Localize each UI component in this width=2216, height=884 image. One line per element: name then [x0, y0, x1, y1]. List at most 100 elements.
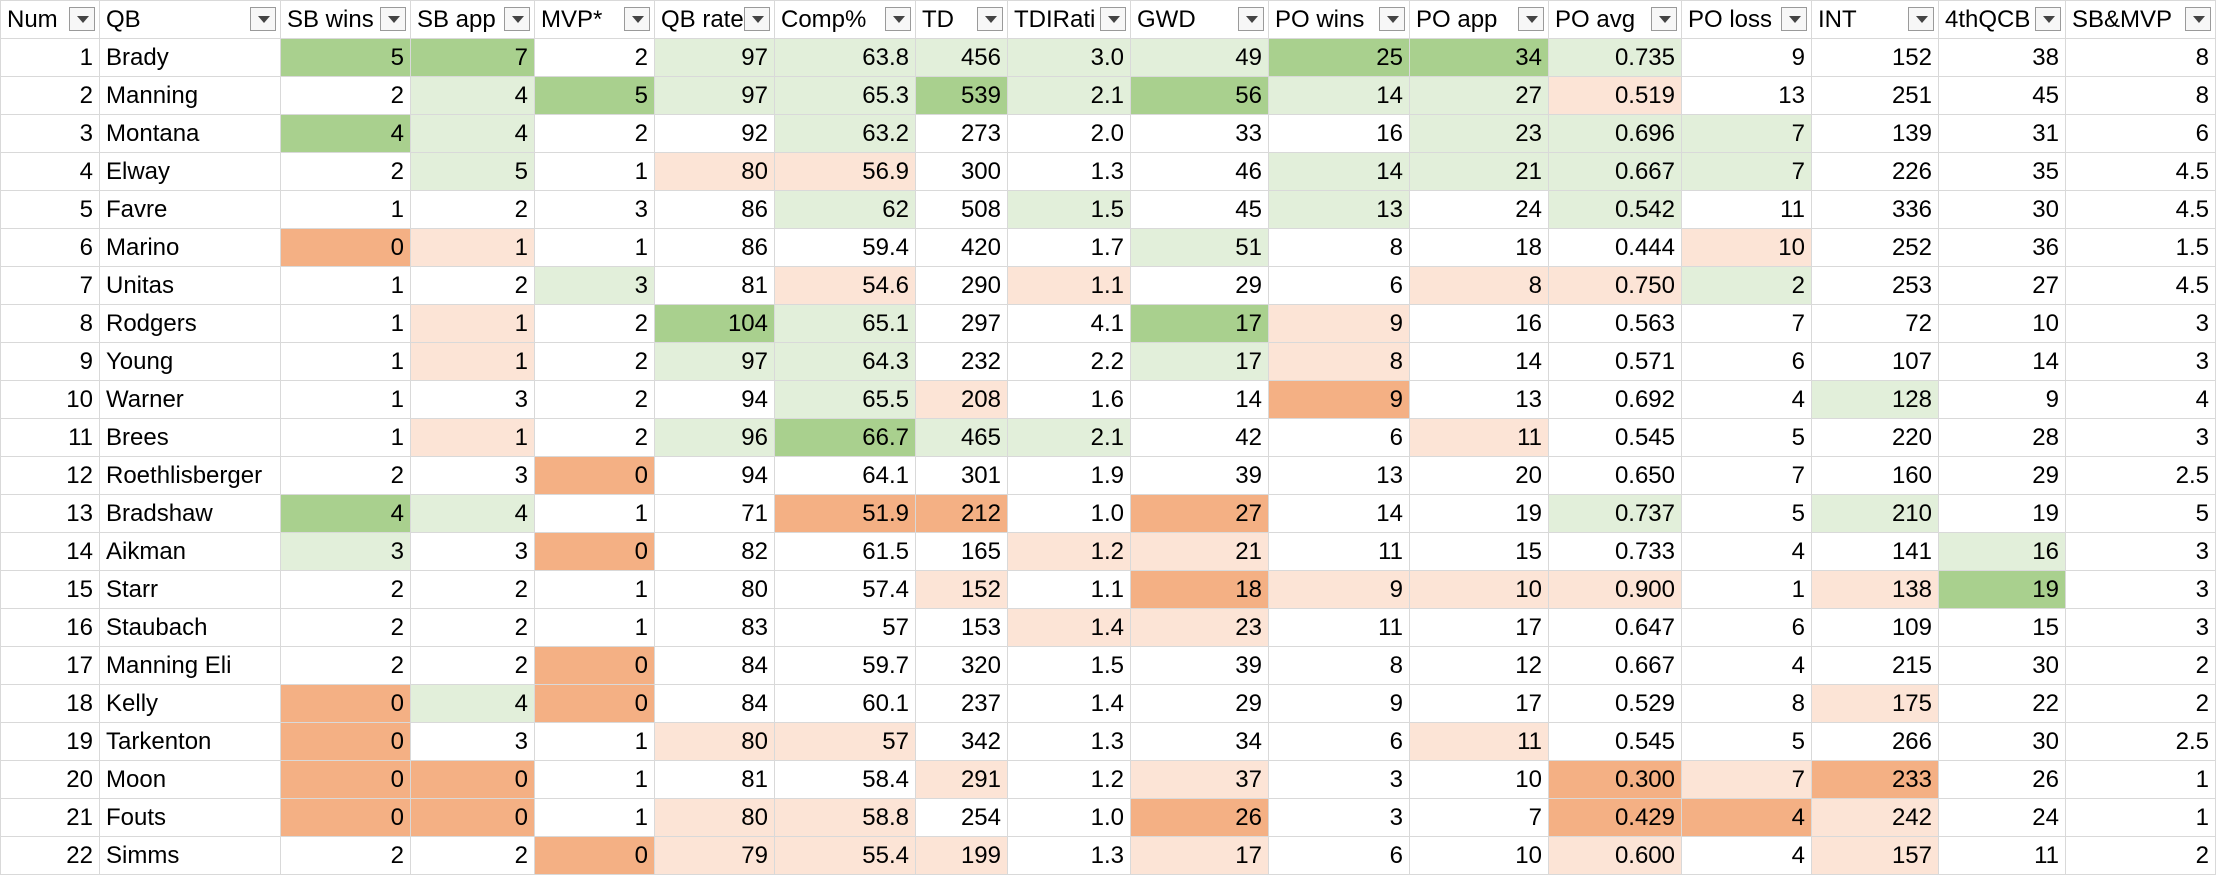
cell: 64.3	[774, 342, 916, 381]
filter-button[interactable]	[1238, 7, 1264, 31]
cell: 7	[1409, 798, 1549, 837]
cell: 35	[1938, 152, 2066, 191]
cell: Favre	[99, 190, 281, 229]
cell: 1.2	[1007, 760, 1131, 799]
cell: 23	[1130, 608, 1269, 647]
cell: 104	[654, 304, 775, 343]
cell: 210	[1811, 494, 1939, 533]
cell: 1	[534, 760, 655, 799]
cell: 10	[1938, 304, 2066, 343]
cell: 0.429	[1548, 798, 1682, 837]
cell: 141	[1811, 532, 1939, 571]
cell: 5	[0, 190, 100, 229]
cell: 2	[280, 456, 411, 495]
row: 22 Simms 2 2 0 79 55.4 199 1.3 17 6 10 0.600 4 157 11 2	[0, 836, 2216, 875]
cell: 3	[534, 266, 655, 305]
cell: 29	[1130, 684, 1269, 723]
cell: 1	[534, 570, 655, 609]
cell: 0	[534, 684, 655, 723]
filter-button[interactable]	[250, 7, 276, 31]
cell: 0	[280, 684, 411, 723]
cell: Kelly	[99, 684, 281, 723]
cell: 63.2	[774, 114, 916, 153]
cell: 86	[654, 190, 775, 229]
cell: 42	[1130, 418, 1269, 457]
cell: 94	[654, 456, 775, 495]
cell: 2	[280, 836, 411, 875]
cell: 18	[1409, 228, 1549, 267]
cell: 14	[1938, 342, 2066, 381]
column-header: 4thQCB	[1938, 0, 2066, 39]
cell: 8	[1409, 266, 1549, 305]
filter-button[interactable]	[744, 7, 770, 31]
cell: 66.7	[774, 418, 916, 457]
cell: 80	[654, 570, 775, 609]
cell: 72	[1811, 304, 1939, 343]
cell: 97	[654, 342, 775, 381]
filter-button[interactable]	[504, 7, 530, 31]
cell: 8	[1268, 646, 1410, 685]
cell: Staubach	[99, 608, 281, 647]
filter-button[interactable]	[1781, 7, 1807, 31]
cell: 1	[2065, 760, 2216, 799]
cell: 37	[1130, 760, 1269, 799]
cell: 0.563	[1548, 304, 1682, 343]
cell: 212	[915, 494, 1008, 533]
filter-button[interactable]	[624, 7, 650, 31]
cell: Fouts	[99, 798, 281, 837]
filter-button[interactable]	[885, 7, 911, 31]
cell: 17	[1130, 304, 1269, 343]
column-header: Comp%	[774, 0, 916, 39]
cell: 6	[1681, 608, 1812, 647]
cell: 84	[654, 684, 775, 723]
cell: 92	[654, 114, 775, 153]
cell: 3	[2065, 608, 2216, 647]
column-header: INT	[1811, 0, 1939, 39]
cell: 0	[534, 456, 655, 495]
cell: 3	[410, 532, 535, 571]
filter-button[interactable]	[2185, 7, 2211, 31]
cell: Roethlisberger	[99, 456, 281, 495]
cell: 4	[1681, 380, 1812, 419]
cell: 107	[1811, 342, 1939, 381]
cell: 16	[1938, 532, 2066, 571]
cell: 0.647	[1548, 608, 1682, 647]
cell: 1.3	[1007, 152, 1131, 191]
cell: 39	[1130, 456, 1269, 495]
column-header: PO wins	[1268, 0, 1410, 39]
cell: 80	[654, 798, 775, 837]
cell: 17	[1409, 684, 1549, 723]
cell: 1	[410, 228, 535, 267]
cell: 3	[410, 380, 535, 419]
filter-button[interactable]	[1651, 7, 1677, 31]
cell: Manning Eli	[99, 646, 281, 685]
cell: 0.542	[1548, 190, 1682, 229]
filter-button[interactable]	[1100, 7, 1126, 31]
cell: Manning	[99, 76, 281, 115]
filter-button[interactable]	[1379, 7, 1405, 31]
cell: 81	[654, 266, 775, 305]
cell: 14	[1409, 342, 1549, 381]
cell: 20	[1409, 456, 1549, 495]
cell: 0.600	[1548, 836, 1682, 875]
column-header: Num	[0, 0, 100, 39]
filter-button[interactable]	[1908, 7, 1934, 31]
cell: 251	[1811, 76, 1939, 115]
filter-button[interactable]	[2035, 7, 2061, 31]
cell: 1.0	[1007, 798, 1131, 837]
cell: 5	[280, 38, 411, 77]
filter-button[interactable]	[69, 7, 95, 31]
cell: 0	[410, 760, 535, 799]
cell: 17	[1409, 608, 1549, 647]
cell: 2	[2065, 836, 2216, 875]
cell: 300	[915, 152, 1008, 191]
cell: 254	[915, 798, 1008, 837]
filter-button[interactable]	[1518, 7, 1544, 31]
filter-button[interactable]	[977, 7, 1003, 31]
cell: 14	[1268, 494, 1410, 533]
cell: 54.6	[774, 266, 916, 305]
cell: 4	[280, 114, 411, 153]
cell: 1	[534, 798, 655, 837]
filter-button[interactable]	[380, 7, 406, 31]
cell: 0	[280, 798, 411, 837]
